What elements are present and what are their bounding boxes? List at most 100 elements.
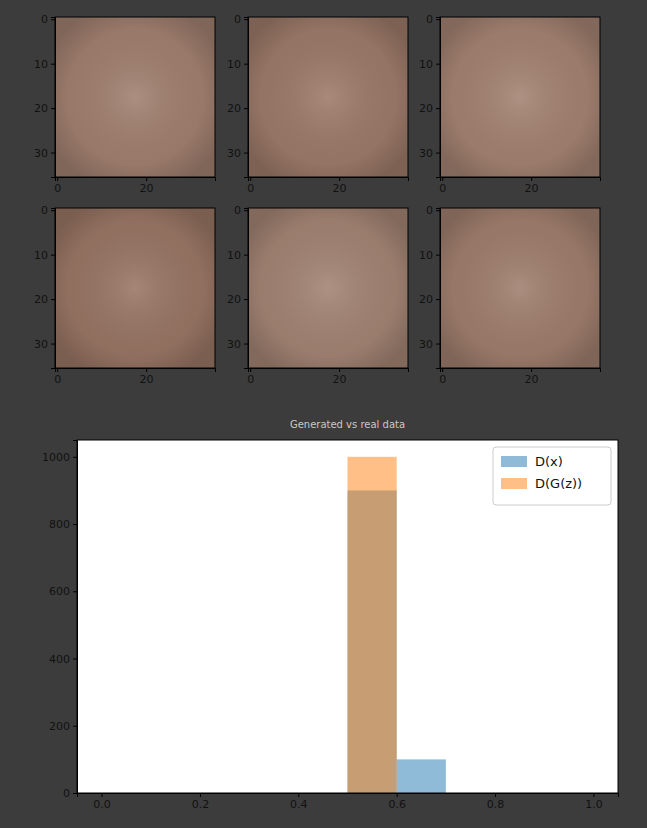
tick-mark — [73, 591, 77, 592]
tick: 0 — [234, 13, 248, 26]
tick: 20 — [333, 368, 347, 386]
chart-title: Generated vs real data — [290, 419, 405, 430]
tick-mark — [244, 153, 248, 154]
tick-label: 20 — [140, 182, 154, 195]
tick-label: 0 — [426, 13, 433, 26]
tick: 0 — [247, 177, 254, 195]
tick: 0 — [54, 177, 61, 195]
tick-mark — [146, 368, 147, 372]
tick-label: 0 — [54, 373, 61, 386]
tick-mark — [57, 368, 58, 372]
bar — [397, 759, 446, 793]
tick: 0 — [247, 368, 254, 386]
tick-mark — [298, 793, 299, 797]
legend-label: D(x) — [535, 454, 563, 469]
tick: 20 — [140, 177, 154, 195]
plot-frame — [55, 17, 215, 177]
tick-mark — [531, 368, 532, 372]
x-axis: 0 20 — [247, 368, 408, 386]
plot-frame — [248, 208, 408, 368]
tick-mark — [436, 255, 440, 256]
figure: 0200102030020010203002001020300200102030… — [0, 0, 647, 828]
x-axis: 0 20 — [54, 177, 215, 195]
tick-mark — [51, 19, 55, 20]
bar — [348, 457, 397, 793]
image-shade — [248, 208, 408, 368]
legend: D(x)D(G(z)) — [493, 447, 611, 505]
tick: 0.6 — [388, 793, 406, 811]
image-panel: 0 20 0102030 — [227, 13, 409, 195]
legend-box — [493, 447, 611, 505]
y-axis: 0102030 — [227, 13, 249, 177]
tick-label: 30 — [34, 338, 48, 351]
tick: 20 — [227, 293, 248, 306]
image — [440, 17, 600, 177]
tick: 0 — [41, 204, 55, 217]
tick-mark — [244, 210, 248, 211]
tick-mark — [200, 793, 201, 797]
y-axis: 0102030 — [227, 204, 249, 368]
tick-mark — [244, 19, 248, 20]
series — [348, 457, 397, 793]
axis-line — [249, 369, 409, 373]
tick-label: 0 — [54, 182, 61, 195]
image-shade — [440, 17, 600, 177]
y-axis: 0102030 — [34, 204, 56, 368]
tick-label: 0.8 — [487, 798, 505, 811]
image-shade — [440, 208, 600, 368]
image-area — [55, 17, 215, 177]
tick: 0 — [439, 177, 446, 195]
tick-mark — [339, 368, 340, 372]
plot-frame — [440, 208, 600, 368]
tick-label: 0 — [234, 204, 241, 217]
tick-mark — [73, 457, 77, 458]
histogram-panel: 0.00.20.40.60.81.002004006008001000Gener… — [42, 419, 619, 811]
plot-area — [348, 457, 446, 793]
tick-label: 0.4 — [290, 798, 308, 811]
tick-label: 0 — [439, 373, 446, 386]
tick-label: 1.0 — [585, 798, 603, 811]
tick-mark — [250, 368, 251, 372]
plot-background — [77, 440, 618, 793]
tick-label: 10 — [227, 249, 241, 262]
tick: 20 — [140, 368, 154, 386]
tick-mark — [436, 299, 440, 300]
image-panel: 0200102030 — [227, 204, 409, 386]
tick-label: 0 — [234, 13, 241, 26]
tick-label: 0 — [247, 182, 254, 195]
tick: 400 — [49, 653, 77, 666]
tick-mark — [436, 108, 440, 109]
tick-label: 20 — [333, 182, 347, 195]
tick: 20 — [34, 102, 55, 115]
image-shade — [55, 208, 215, 368]
tick-label: 10 — [419, 58, 433, 71]
tick-label: 30 — [419, 147, 433, 160]
tick-label: 0 — [247, 373, 254, 386]
tick: 10 — [419, 58, 440, 71]
image-panel: 0200102030 — [34, 204, 216, 386]
axis-line — [249, 178, 409, 182]
tick: 200 — [49, 720, 77, 733]
image-panel: 0200102030 — [419, 13, 601, 195]
tick: 20 — [419, 293, 440, 306]
tick: 10 — [34, 58, 55, 71]
image-shade — [248, 17, 408, 177]
tick-label: 0.2 — [192, 798, 210, 811]
tick-label: 0 — [41, 204, 48, 217]
tick-mark — [244, 344, 248, 345]
image-area — [248, 208, 408, 368]
tick-label: 20 — [227, 293, 241, 306]
tick: 30 — [34, 147, 55, 160]
tick-label: 20 — [525, 182, 539, 195]
background — [0, 0, 647, 828]
tick-mark — [51, 344, 55, 345]
tick: 20 — [333, 177, 347, 195]
tick: 0.8 — [487, 793, 505, 811]
tick: 0 — [54, 368, 61, 386]
plot-frame — [248, 17, 408, 177]
tick: 0.0 — [93, 793, 111, 811]
tick-mark — [51, 64, 55, 65]
tick: 0 — [426, 13, 440, 26]
tick: 0 — [439, 368, 446, 386]
tick-mark — [442, 368, 443, 372]
